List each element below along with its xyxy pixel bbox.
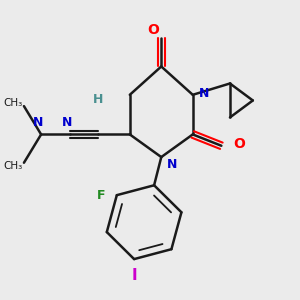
Text: N: N — [199, 87, 209, 100]
Text: O: O — [147, 23, 159, 37]
Text: N: N — [62, 116, 72, 129]
Text: N: N — [33, 116, 44, 129]
Text: O: O — [233, 137, 245, 151]
Text: N: N — [167, 158, 177, 172]
Text: I: I — [131, 268, 137, 283]
Text: CH₃: CH₃ — [3, 98, 22, 108]
Text: CH₃: CH₃ — [3, 160, 22, 171]
Text: F: F — [97, 189, 105, 202]
Text: H: H — [93, 93, 104, 106]
